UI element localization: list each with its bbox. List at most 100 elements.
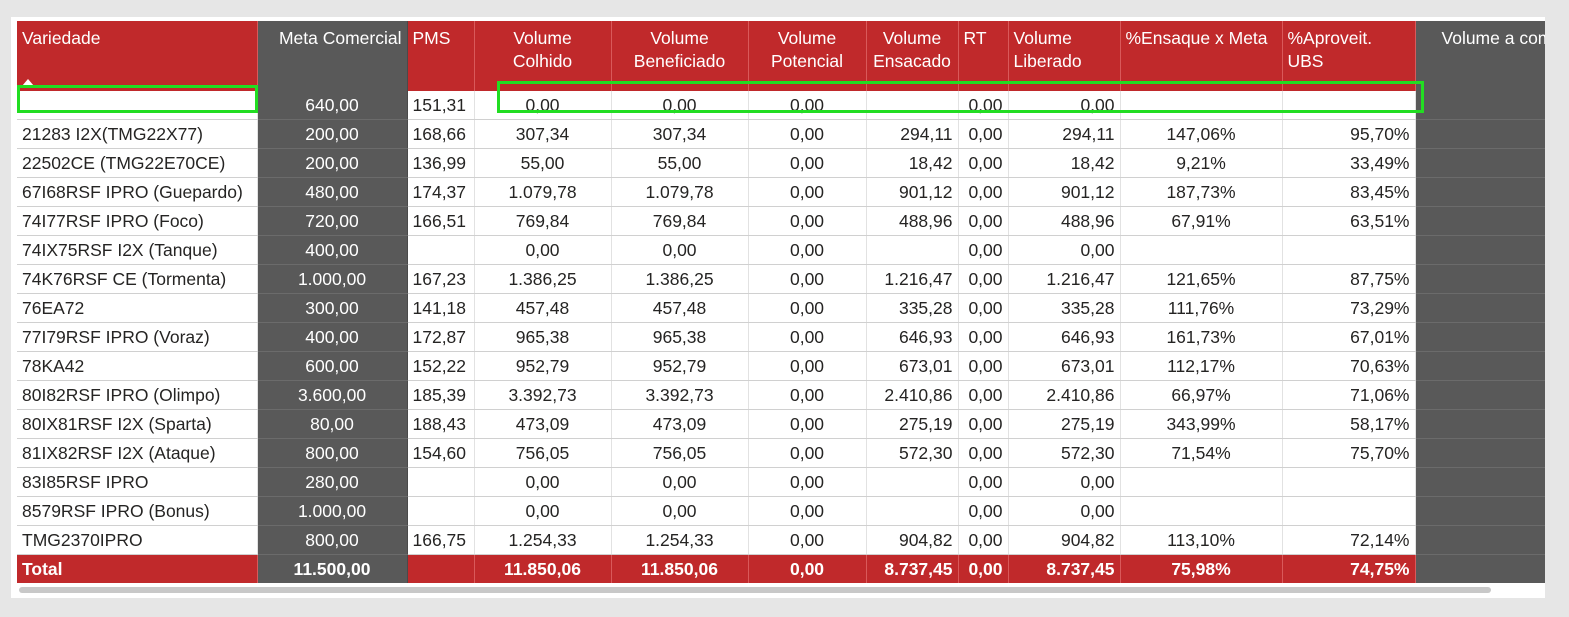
- cell-volume-potencial[interactable]: 0,00: [748, 351, 867, 381]
- cell-volume-potencial[interactable]: 0,00: [748, 91, 867, 120]
- cell-volume-beneficiado[interactable]: 473,09: [611, 409, 749, 439]
- cell-pms[interactable]: 154,60: [407, 438, 475, 468]
- cell-pms[interactable]: [407, 235, 475, 265]
- cell-meta-comercial[interactable]: 200,00: [257, 119, 408, 149]
- cell-volume-colhido[interactable]: 1.386,25: [474, 264, 612, 294]
- cell-aproveit-ubs[interactable]: 73,29%: [1282, 293, 1416, 323]
- cell-ensaque-x-meta[interactable]: 113,10%: [1120, 525, 1283, 555]
- cell-rt[interactable]: 0,00: [958, 409, 1009, 439]
- column-header-pms[interactable]: PMS: [407, 21, 475, 91]
- cell-aproveit-ubs[interactable]: 95,70%: [1282, 119, 1416, 149]
- cell-pms[interactable]: [407, 467, 475, 497]
- cell-volume-liberado[interactable]: 572,30: [1008, 438, 1121, 468]
- cell-volume-ensacado[interactable]: [866, 91, 959, 120]
- table-row[interactable]: 80I82RSF IPRO (Olimpo) 3.600,00 185,39 3.39…: [17, 380, 1545, 410]
- cell-meta-comercial[interactable]: 400,00: [257, 322, 408, 352]
- cell-volume-beneficiado[interactable]: 769,84: [611, 206, 749, 236]
- cell-aproveit-ubs[interactable]: 72,14%: [1282, 525, 1416, 555]
- cell-pms[interactable]: 188,43: [407, 409, 475, 439]
- cell-volume-beneficiado[interactable]: 0,00: [611, 496, 749, 526]
- cell-volume-potencial[interactable]: 0,00: [748, 177, 867, 207]
- cell-volume-colhido[interactable]: 756,05: [474, 438, 612, 468]
- cell-volume-beneficiado[interactable]: 457,48: [611, 293, 749, 323]
- cell-variedade[interactable]: [17, 91, 258, 120]
- cell-rt[interactable]: 0,00: [958, 119, 1009, 149]
- cell-volume-a-comercializar[interactable]: Bateu Meta: [1415, 119, 1545, 149]
- cell-volume-beneficiado[interactable]: 55,00: [611, 148, 749, 178]
- cell-volume-liberado[interactable]: 2.410,86: [1008, 380, 1121, 410]
- column-header-volume-liberado[interactable]: Volume Liberado: [1008, 21, 1121, 91]
- cell-volume-potencial[interactable]: 0,00: [748, 235, 867, 265]
- column-header-variedade[interactable]: Variedade: [17, 21, 258, 91]
- cell-volume-a-comercializar[interactable]: Bateu Meta: [1415, 177, 1545, 207]
- cell-variedade[interactable]: 74I77RSF IPRO (Foco): [17, 206, 258, 236]
- cell-variedade[interactable]: 78KA42: [17, 351, 258, 381]
- cell-volume-ensacado[interactable]: [866, 496, 959, 526]
- cell-variedade[interactable]: 80I82RSF IPRO (Olimpo): [17, 380, 258, 410]
- cell-rt[interactable]: 0,00: [958, 177, 1009, 207]
- cell-aproveit-ubs[interactable]: 67,01%: [1282, 322, 1416, 352]
- cell-rt[interactable]: 0,00: [958, 380, 1009, 410]
- cell-variedade[interactable]: 80IX81RSF I2X (Sparta): [17, 409, 258, 439]
- cell-rt[interactable]: 0,00: [958, 525, 1009, 555]
- cell-volume-beneficiado[interactable]: 0,00: [611, 91, 749, 120]
- cell-volume-liberado[interactable]: 0,00: [1008, 235, 1121, 265]
- cell-volume-ensacado[interactable]: 901,12: [866, 177, 959, 207]
- cell-variedade[interactable]: TMG2370IPRO: [17, 525, 258, 555]
- cell-volume-potencial[interactable]: 0,00: [748, 119, 867, 149]
- cell-volume-potencial[interactable]: 0,00: [748, 380, 867, 410]
- cell-meta-comercial[interactable]: 300,00: [257, 293, 408, 323]
- cell-volume-colhido[interactable]: 1.079,78: [474, 177, 612, 207]
- cell-volume-colhido[interactable]: 0,00: [474, 496, 612, 526]
- cell-ensaque-x-meta[interactable]: 67,91%: [1120, 206, 1283, 236]
- cell-variedade[interactable]: 74IX75RSF I2X (Tanque): [17, 235, 258, 265]
- cell-volume-beneficiado[interactable]: 1.079,78: [611, 177, 749, 207]
- cell-ensaque-x-meta[interactable]: 161,73%: [1120, 322, 1283, 352]
- cell-rt[interactable]: 0,00: [958, 148, 1009, 178]
- cell-pms[interactable]: 174,37: [407, 177, 475, 207]
- cell-volume-a-comercializar[interactable]: -615,38: [1415, 235, 1545, 265]
- cell-aproveit-ubs[interactable]: [1282, 91, 1416, 120]
- cell-volume-beneficiado[interactable]: 965,38: [611, 322, 749, 352]
- cell-ensaque-x-meta[interactable]: 121,65%: [1120, 264, 1283, 294]
- cell-volume-liberado[interactable]: 488,96: [1008, 206, 1121, 236]
- table-row[interactable]: 67I68RSF IPRO (Guepardo) 480,00 174,37 1.07…: [17, 177, 1545, 207]
- cell-pms[interactable]: 151,31: [407, 91, 475, 120]
- cell-ensaque-x-meta[interactable]: 187,73%: [1120, 177, 1283, 207]
- cell-variedade[interactable]: 8579RSF IPRO (Bonus): [17, 496, 258, 526]
- cell-volume-liberado[interactable]: 646,93: [1008, 322, 1121, 352]
- cell-variedade[interactable]: 77I79RSF IPRO (Voraz): [17, 322, 258, 352]
- cell-volume-potencial[interactable]: 0,00: [748, 525, 867, 555]
- cell-volume-colhido[interactable]: 55,00: [474, 148, 612, 178]
- cell-volume-liberado[interactable]: 1.216,47: [1008, 264, 1121, 294]
- cell-meta-comercial[interactable]: 800,00: [257, 438, 408, 468]
- cell-variedade[interactable]: 67I68RSF IPRO (Guepardo): [17, 177, 258, 207]
- cell-volume-ensacado[interactable]: 18,42: [866, 148, 959, 178]
- cell-rt[interactable]: 0,00: [958, 91, 1009, 120]
- cell-rt[interactable]: 0,00: [958, 438, 1009, 468]
- cell-volume-colhido[interactable]: 769,84: [474, 206, 612, 236]
- cell-volume-potencial[interactable]: 0,00: [748, 409, 867, 439]
- cell-volume-liberado[interactable]: 275,19: [1008, 409, 1121, 439]
- cell-pms[interactable]: 136,99: [407, 148, 475, 178]
- cell-aproveit-ubs[interactable]: 75,70%: [1282, 438, 1416, 468]
- cell-volume-colhido[interactable]: 0,00: [474, 467, 612, 497]
- cell-volume-potencial[interactable]: 0,00: [748, 148, 867, 178]
- cell-rt[interactable]: 0,00: [958, 293, 1009, 323]
- cell-rt[interactable]: 0,00: [958, 496, 1009, 526]
- cell-volume-beneficiado[interactable]: 307,34: [611, 119, 749, 149]
- cell-volume-a-comercializar[interactable]: -1.673,45: [1415, 380, 1545, 410]
- cell-aproveit-ubs[interactable]: 33,49%: [1282, 148, 1416, 178]
- cell-pms[interactable]: 168,66: [407, 119, 475, 149]
- cell-volume-potencial[interactable]: 0,00: [748, 438, 867, 468]
- cell-variedade[interactable]: 76EA72: [17, 293, 258, 323]
- table-row[interactable]: 22502CE (TMG22E70CE) 200,00 136,99 55,00 55,…: [17, 148, 1545, 178]
- cell-meta-comercial[interactable]: 200,00: [257, 148, 408, 178]
- column-header-rt[interactable]: RT: [958, 21, 1009, 91]
- cell-volume-beneficiado[interactable]: 1.254,33: [611, 525, 749, 555]
- cell-meta-comercial[interactable]: 600,00: [257, 351, 408, 381]
- cell-volume-liberado[interactable]: 904,82: [1008, 525, 1121, 555]
- cell-volume-beneficiado[interactable]: 756,05: [611, 438, 749, 468]
- cell-pms[interactable]: [407, 496, 475, 526]
